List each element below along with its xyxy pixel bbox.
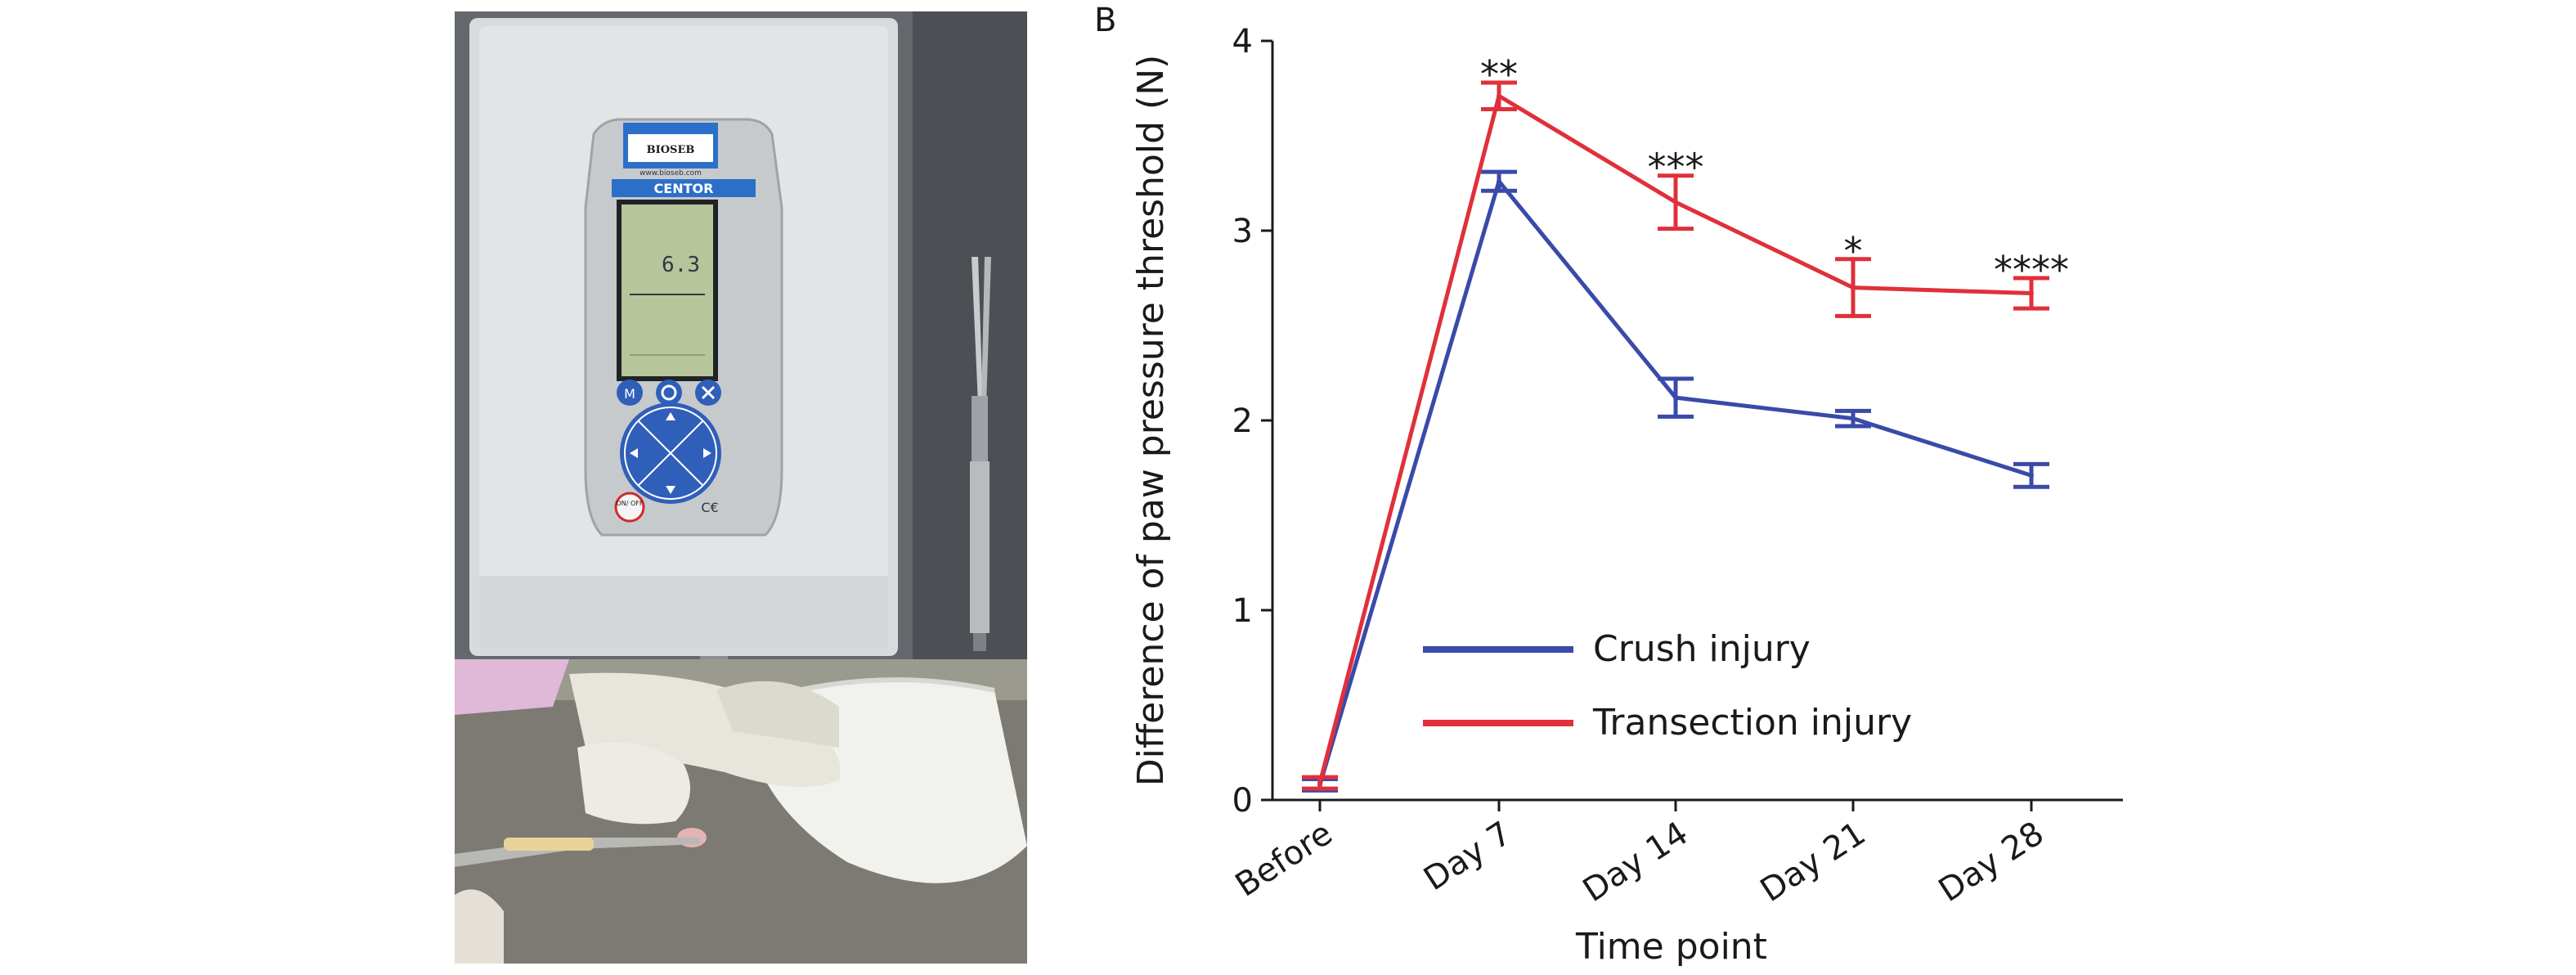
significance-marker: ****: [1994, 248, 2069, 292]
svg-text:C€: C€: [701, 500, 718, 515]
data-point: [1673, 200, 1678, 205]
legend-label: Crush injury: [1593, 628, 1811, 670]
data-point: [1497, 178, 1501, 184]
handheld-unit: BIOSEB www.bioseb.com CENTOR 6.3 M: [584, 118, 783, 537]
significance-marker: **: [1480, 52, 1518, 97]
y-tick-label: 2: [1232, 402, 1253, 440]
y-axis-title: Difference of paw pressure threshold (N): [1130, 55, 1172, 787]
data-point: [1497, 93, 1501, 99]
power-button: [614, 492, 645, 523]
forceps: [970, 257, 991, 651]
data-point: [1851, 285, 1856, 290]
x-tick-label: Day 28: [1932, 815, 2051, 910]
legend-label: Transection injury: [1592, 702, 1912, 744]
navigation-pad: [620, 402, 721, 504]
significance-marker: *: [1844, 229, 1863, 273]
svg-text:M: M: [624, 386, 635, 402]
photo-panel: BIOSEB www.bioseb.com CENTOR 6.3 M: [455, 11, 1027, 964]
brand-label: BIOSEB: [647, 144, 695, 156]
data-point: [1673, 395, 1678, 401]
y-tick-label: 0: [1232, 782, 1253, 820]
x-tick-label: Day 7: [1417, 815, 1518, 898]
gloved-hand: [569, 672, 841, 787]
panel-b-label: B: [1094, 2, 1117, 39]
x-tick-label: Before: [1229, 815, 1340, 905]
m-button: [617, 380, 643, 406]
x-tick-label: Day 21: [1754, 815, 1873, 910]
forceps-bottom: [455, 838, 700, 867]
settings-button: [656, 380, 682, 406]
y-tick-label: 1: [1232, 592, 1253, 630]
data-point: [1317, 780, 1322, 786]
lcd-reading: 6.3: [662, 253, 700, 277]
x-tick-label: Day 14: [1577, 815, 1695, 910]
data-point: [2029, 473, 2034, 479]
lcd-screen: [622, 204, 713, 376]
data-point: [2029, 290, 2034, 296]
device-box: BIOSEB www.bioseb.com CENTOR 6.3 M: [469, 18, 898, 671]
brand-url: www.bioseb.com: [640, 169, 702, 177]
y-tick-label: 3: [1232, 213, 1253, 250]
glove-bottom-left: [455, 889, 504, 964]
pink-pad: [455, 659, 569, 715]
significance-marker: ***: [1648, 146, 1704, 190]
series-line: [1317, 179, 2032, 786]
x-axis-title: Time point: [1575, 926, 1767, 968]
y-tick-label: 4: [1232, 23, 1253, 61]
data-point: [1851, 416, 1856, 421]
model-label: CENTOR: [654, 181, 714, 196]
power-button-label: ON/ OFF: [616, 500, 643, 507]
